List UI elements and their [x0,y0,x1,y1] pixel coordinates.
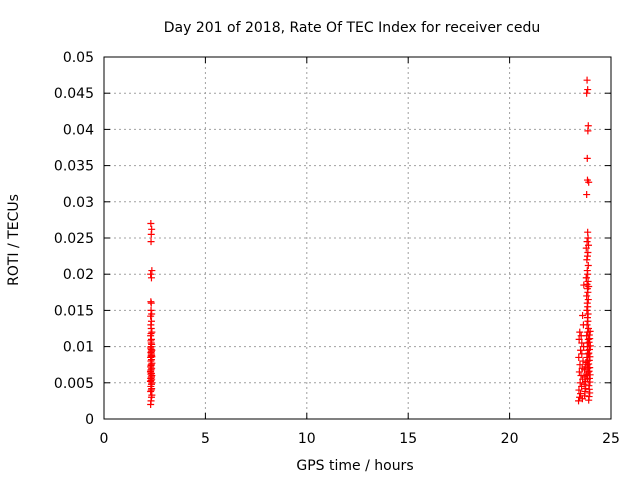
data-point [147,238,155,246]
y-tick-label: 0.025 [54,231,94,247]
data-point [148,267,156,275]
data-point [148,310,156,318]
data-point [585,349,593,357]
x-tick-label: 20 [501,431,519,447]
data-point [584,234,592,242]
data-point [583,76,591,84]
data-point [577,372,585,380]
data-point [584,127,592,135]
data-point [586,371,594,379]
data-point [577,346,585,354]
grid-lines [104,57,611,419]
data-point [576,361,584,369]
data-point [148,391,156,399]
data-point [575,397,583,405]
data-point [576,379,584,387]
data-point [583,191,591,199]
data-point [577,332,585,340]
data-point [584,317,592,325]
data-point [579,321,587,329]
data-point [575,386,583,394]
plot-frame [103,56,612,420]
data-point [579,311,587,319]
data-point [578,350,586,358]
data-point [583,154,591,162]
data-point [585,367,593,375]
data-point [583,238,591,246]
y-tick-label: 0.015 [54,303,94,319]
data-point [585,382,593,390]
data-point [583,89,591,97]
y-tick-label: 0.02 [63,267,94,283]
data-point [586,327,594,335]
x-axis-label: GPS time / hours [296,458,413,474]
data-point [584,296,592,304]
data-point [147,298,155,306]
data-point [585,331,593,339]
data-point [584,310,592,318]
data-point [583,292,591,300]
axis-ticks: 0 5 10 15 20 25 0 0.005 0.01 0.015 0.02 0.025 0.03 0.… [54,50,620,447]
data-point [586,374,594,382]
data-point [584,303,592,311]
y-axis-label: ROTI / TECUs [6,194,22,286]
data-point [585,178,593,186]
data-point [147,345,155,353]
data-point [147,270,155,278]
y-tick-label: 0.045 [54,86,94,102]
data-point [586,353,594,361]
y-tick-label: 0.005 [54,376,94,392]
y-tick-label: 0.03 [63,195,94,211]
x-tick-label: 0 [100,431,109,447]
data-point [147,317,155,325]
x-tick-label: 15 [399,431,417,447]
data-point [147,306,155,314]
data-point [147,220,155,228]
data-point [585,338,593,346]
data-point [585,360,593,368]
data-point [586,342,594,350]
data-point [582,244,590,252]
y-tick-label: 0.04 [63,122,94,138]
data-point [585,356,593,364]
y-tick-label: 0.01 [63,340,94,356]
data-point [147,361,155,369]
data-point [583,252,591,260]
data-point [581,377,589,385]
y-tick-label: 0.035 [54,159,94,175]
x-tick-label: 5 [201,431,210,447]
x-tick-label: 25 [602,431,620,447]
data-point [584,270,592,278]
data-point [585,393,593,401]
data-point [147,321,155,329]
data-point [147,274,155,282]
data-point [577,390,585,398]
x-tick-label: 10 [298,431,316,447]
data-point [586,345,594,353]
data-point [148,328,156,336]
y-tick-label: 0 [85,412,94,428]
chart-title: Day 201 of 2018, Rate Of TEC Index for r… [164,20,540,36]
data-point [576,328,584,336]
data-point [584,288,592,296]
data-point [580,343,588,351]
data-point [575,335,583,343]
data-point [148,353,156,361]
data-points [146,76,594,409]
data-point [575,368,583,376]
data-point [586,364,594,372]
data-point [580,281,588,289]
data-point [575,353,583,361]
data-point [147,373,155,381]
data-point [583,256,591,264]
data-point [148,225,156,233]
data-point [578,339,586,347]
data-point [583,306,591,314]
y-tick-label: 0.05 [63,50,94,66]
data-point [584,86,592,94]
data-point [584,262,592,270]
data-point [582,274,590,282]
